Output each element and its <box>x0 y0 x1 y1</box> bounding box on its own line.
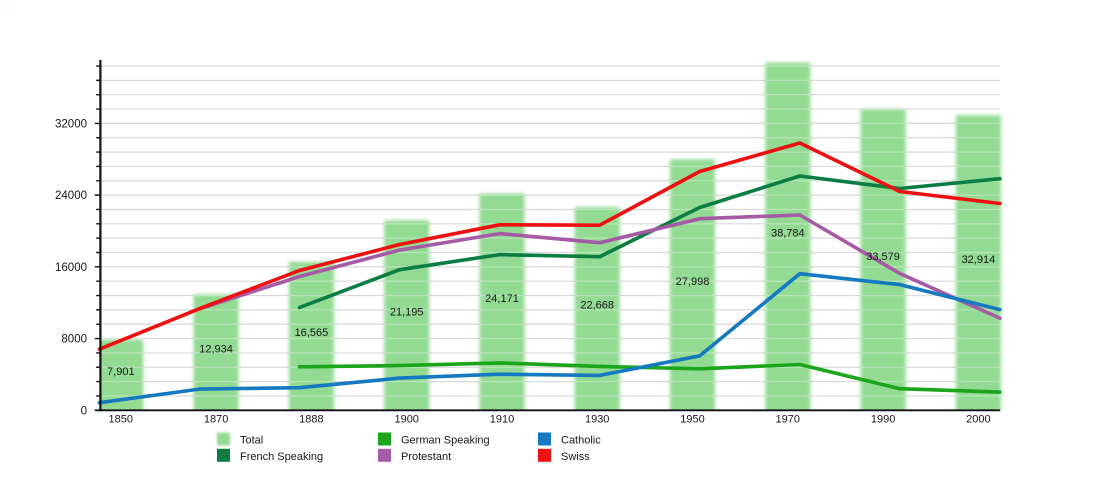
svg-text:32,914: 32,914 <box>962 254 996 266</box>
svg-text:French Speaking: French Speaking <box>240 451 323 463</box>
svg-text:27,998: 27,998 <box>676 276 710 288</box>
svg-text:24000: 24000 <box>55 190 87 202</box>
svg-text:Swiss: Swiss <box>561 451 590 463</box>
svg-text:0: 0 <box>81 405 87 417</box>
svg-text:16,565: 16,565 <box>295 327 329 339</box>
svg-text:Catholic: Catholic <box>561 435 601 447</box>
svg-text:8000: 8000 <box>61 334 87 346</box>
svg-text:2000: 2000 <box>966 414 990 426</box>
svg-text:16000: 16000 <box>55 262 87 274</box>
svg-text:Protestant: Protestant <box>401 451 451 463</box>
svg-text:1990: 1990 <box>871 414 895 426</box>
svg-text:1930: 1930 <box>585 414 609 426</box>
svg-text:22,668: 22,668 <box>580 300 614 312</box>
svg-text:1970: 1970 <box>776 414 800 426</box>
svg-text:1850: 1850 <box>109 414 133 426</box>
svg-text:24,171: 24,171 <box>485 293 519 305</box>
svg-text:1950: 1950 <box>680 414 704 426</box>
svg-text:7,901: 7,901 <box>107 366 135 378</box>
svg-text:1910: 1910 <box>490 414 514 426</box>
svg-text:33,579: 33,579 <box>866 251 900 263</box>
svg-text:Total: Total <box>240 435 263 447</box>
svg-text:German Speaking: German Speaking <box>401 435 490 447</box>
svg-text:21,195: 21,195 <box>390 306 424 318</box>
svg-text:1888: 1888 <box>299 414 323 426</box>
svg-text:12,934: 12,934 <box>199 343 233 355</box>
svg-text:1870: 1870 <box>204 414 228 426</box>
svg-text:38,784: 38,784 <box>771 227 805 239</box>
svg-text:1900: 1900 <box>394 414 418 426</box>
svg-text:32000: 32000 <box>55 118 87 130</box>
